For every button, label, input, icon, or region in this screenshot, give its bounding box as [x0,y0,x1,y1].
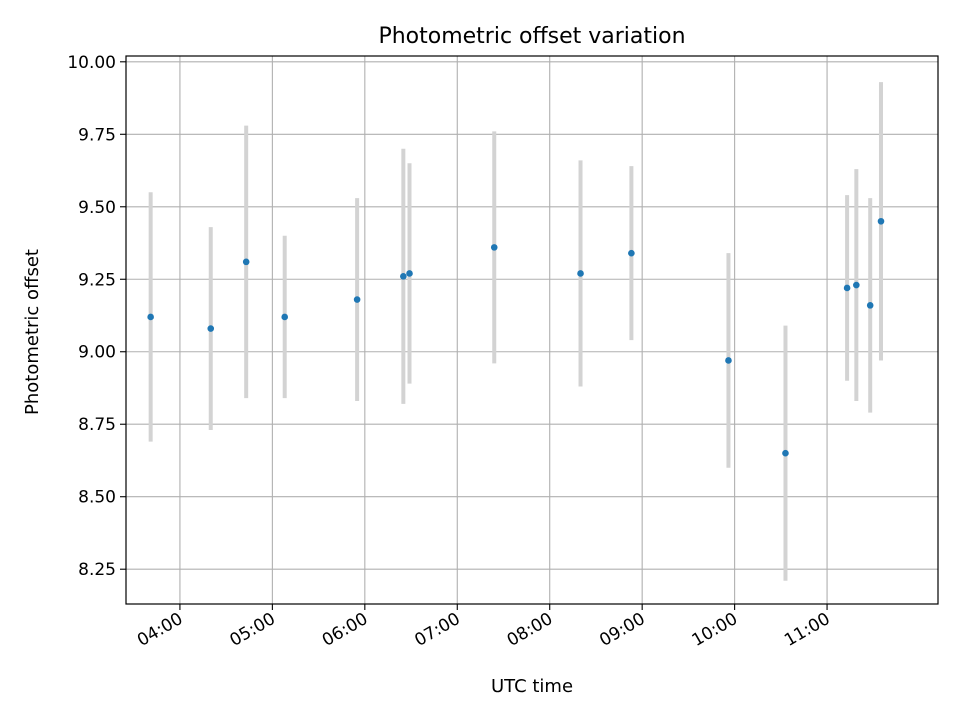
data-point [577,270,584,277]
y-tick-label: 8.75 [78,415,116,435]
y-tick-label: 9.25 [78,270,116,290]
data-point [353,296,361,303]
data-point [490,244,498,251]
y-tick-label: 9.75 [78,125,116,145]
data-point [877,217,885,225]
x-axis-label: UTC time [491,676,573,697]
y-tick-label: 10.00 [67,53,116,73]
data-point [782,449,789,457]
data-point [406,270,413,277]
data-point [242,258,250,266]
plot-frame [125,55,939,605]
data-point [207,325,215,332]
data-point [843,284,851,292]
grid-lines [126,56,938,604]
data-point [281,313,289,321]
y-tick-label: 9.50 [78,198,116,218]
data-point [853,281,860,289]
data-point [866,302,874,309]
data-point [147,313,154,321]
chart-title: Photometric offset variation [378,24,685,49]
data-point [725,357,732,364]
data-points [147,217,885,457]
data-point [628,249,635,257]
y-tick-label: 9.00 [78,343,116,363]
y-tick-label: 8.50 [78,488,116,508]
y-axis-label: Photometric offset [22,249,43,415]
y-tick-label: 8.25 [78,560,116,580]
y-axis-ticks: 8.25 8.50 8.75 9.00 9.25 9.50 9.75 10.00 [67,53,126,580]
data-point [400,273,407,280]
